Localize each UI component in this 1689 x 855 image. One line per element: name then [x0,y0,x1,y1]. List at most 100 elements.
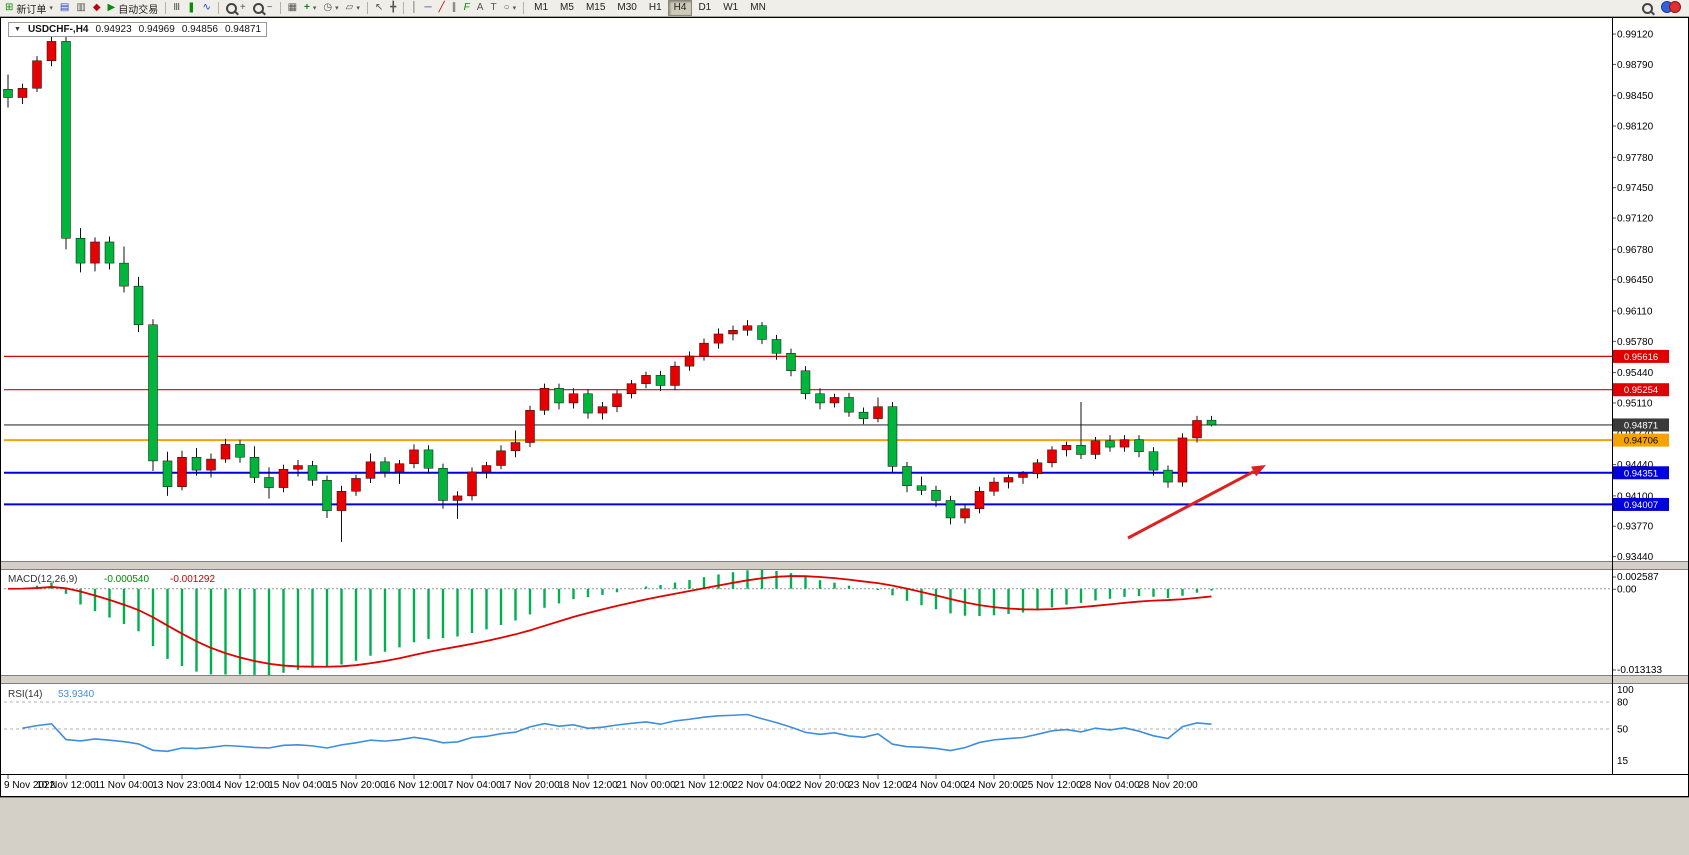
bar-chart-button[interactable]: Ⅲ [170,1,183,15]
shapes-button[interactable]: ○ ▾ [501,1,520,15]
annotation-layer[interactable] [1127,465,1266,540]
candle [989,481,999,492]
line-chart-button[interactable]: ∿ [200,1,214,15]
timeframe-M5[interactable]: M5 [560,2,574,13]
price-tag [1613,418,1669,432]
navigator-button[interactable]: ◆ [90,1,104,15]
text-button[interactable]: A [474,1,487,15]
clock-icon: ◷ [323,2,333,13]
zoom-in-button[interactable]: + [223,1,249,15]
price-axis-label: 0.96110 [1617,306,1653,317]
candle [510,442,521,452]
candle [916,485,927,491]
price-axis-label: 0.99120 [1617,30,1654,41]
rsi-label: RSI(14) [8,689,42,700]
candle [699,342,709,357]
panel-divider[interactable] [0,561,1689,570]
text-label-icon: T [490,2,497,13]
status-icons [1661,0,1681,16]
candle [873,406,883,419]
rsi-axis-label: 15 [1617,756,1629,767]
candle [1119,439,1130,448]
timeframe-MN[interactable]: MN [750,2,766,13]
candle [525,410,535,443]
timeframe-M1[interactable]: M1 [534,2,549,13]
candle [887,406,898,467]
candlestick-button[interactable]: ❚ [184,1,198,15]
candle [394,463,405,473]
price-axis-label: 0.95440 [1617,368,1654,379]
new-order-label: 新订单 [16,4,47,16]
search-icon[interactable] [1642,2,1653,14]
candle [177,456,187,487]
ohlc-close: 0.94871 [224,24,262,35]
time-axis-label: 21 Nov 12:00 [674,780,734,791]
time-axis-label: 18 Nov 12:00 [558,780,618,791]
timeframe-D1[interactable]: D1 [698,2,712,13]
window-menu-icon[interactable]: ▼ [14,26,21,33]
timeframe-W1[interactable]: W1 [723,2,739,13]
vertical-line-button[interactable]: │ [408,1,420,15]
rsi-axis-label: 50 [1617,725,1629,736]
fibonacci-button[interactable]: F [461,1,473,15]
timeframe-H4[interactable]: H4 [667,0,693,16]
price-axis-label: 0.95780 [1617,337,1654,348]
macd-signal-line [7,575,1212,668]
time-axis-label: 22 Nov 20:00 [790,780,850,791]
horizontal-line-button[interactable]: ─ [422,1,435,15]
templates-button[interactable]: ▱ ▾ [343,1,363,15]
candle [249,456,260,478]
candle [452,495,463,501]
zoom-out-button[interactable]: − [250,1,276,15]
time-axis-label: 25 Nov 12:00 [1022,780,1082,791]
price-tag-label: 0.94706 [1624,436,1658,447]
market-watch-button[interactable]: ▤ [57,1,72,15]
plus-icon: + [239,2,246,13]
timeframe-M30[interactable]: M30 [617,2,637,13]
price-axis[interactable]: 0.99120 0.98790 0.98450 0.98120 0.97780 0.974… [1612,30,1654,564]
candle [133,285,144,326]
trend-arrow-head [1251,465,1266,477]
cursor-button[interactable]: ↖ [372,1,386,15]
trendline-button[interactable]: ╱ [436,1,448,15]
data-window-button[interactable]: ▥ [73,1,88,15]
toolbar-separator [523,2,525,14]
line-chart-icon: ∿ [202,2,211,13]
chart-title-box[interactable]: ▼ USDCHF-,H4 0.94923 0.94969 0.94856 0.9… [8,22,268,37]
candle [554,387,564,404]
text-label-button[interactable]: T [487,1,499,15]
timeframe-M15[interactable]: M15 [585,2,606,13]
vertical-line-icon: │ [411,2,418,13]
trend-arrow[interactable] [1127,470,1255,540]
indicators-button[interactable]: + ▾ [301,1,319,15]
new-order-icon: ⊞ [5,2,14,13]
price-axis-label: 0.96780 [1617,245,1654,256]
candle [539,387,550,411]
timeframe-toolbar: M1 M5 M15 M30 H1 H4 D1 W1 MN [528,0,772,16]
candle [46,41,57,61]
timeframe-H1[interactable]: H1 [648,2,662,13]
new-order-button[interactable]: ⊞ 新订单 ▾ [2,1,56,16]
price-axis-label: 0.97780 [1617,153,1654,164]
time-axis-label: 13 Nov 23:00 [152,780,212,791]
candle [902,466,912,487]
tile-windows-button[interactable]: ▦ [285,1,300,15]
periods-button[interactable]: ◷ ▾ [320,1,341,15]
time-axis-label: 24 Nov 20:00 [964,780,1024,791]
crosshair-button[interactable]: ╋ [387,1,399,15]
tile-windows-icon: ▦ [287,2,298,13]
candle [307,465,318,481]
channel-button[interactable]: ∥ [449,1,460,15]
chevron-down-icon: ▾ [312,5,317,12]
candle [104,241,115,264]
alert-icon[interactable] [1669,0,1681,13]
candle [945,500,956,519]
candle [32,60,42,89]
price-tag-label: 0.94351 [1624,468,1658,479]
panel-divider[interactable] [0,675,1689,684]
candles-layer [3,34,1217,542]
price-tag-label: 0.94007 [1624,500,1658,511]
auto-trading-button[interactable]: ▶ 自动交易 [105,1,162,16]
